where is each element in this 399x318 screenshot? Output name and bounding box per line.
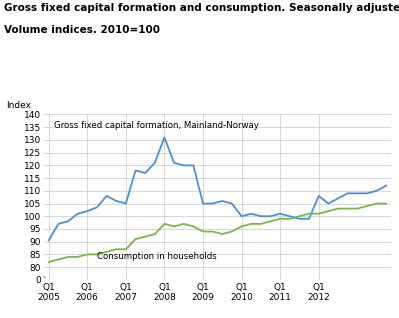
Text: Consumption in households: Consumption in households	[97, 252, 217, 261]
Text: Volume indices. 2010=100: Volume indices. 2010=100	[4, 25, 160, 35]
Text: Gross fixed capital formation, Mainland-Norway: Gross fixed capital formation, Mainland-…	[53, 121, 259, 130]
Text: Index: Index	[6, 100, 31, 109]
Text: Gross fixed capital formation and consumption. Seasonally adjusted.: Gross fixed capital formation and consum…	[4, 3, 399, 13]
